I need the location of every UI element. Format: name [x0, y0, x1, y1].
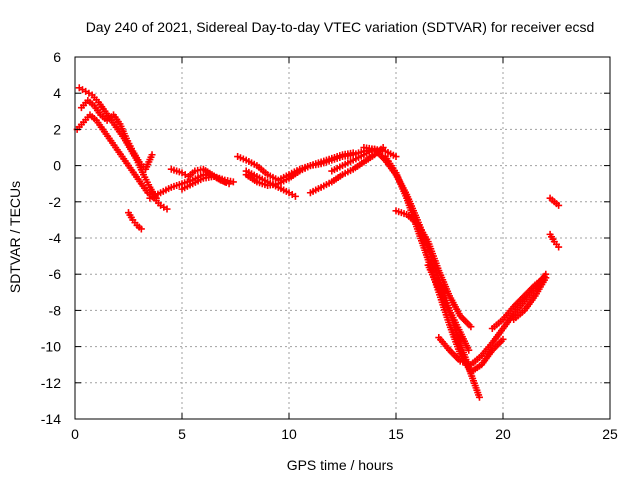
data-point — [392, 153, 400, 161]
x-tick-label: 5 — [178, 426, 186, 442]
ticks: 0 5 10 15 20 25 -14 -12 -10 -8 -6 -4 -2 0 2 4 6 — [41, 49, 618, 442]
data-points — [73, 84, 563, 401]
data-point — [221, 178, 229, 186]
y-tick-label: 0 — [53, 158, 61, 174]
x-tick-label: 10 — [281, 426, 297, 442]
y-tick-label: 4 — [53, 85, 61, 101]
y-tick-label: -12 — [41, 375, 61, 391]
data-point — [467, 323, 475, 331]
data-point — [148, 151, 156, 159]
y-axis-label: SDTVAR / TECUs — [7, 181, 23, 293]
x-axis-label: GPS time / hours — [287, 457, 394, 473]
data-point — [555, 201, 563, 209]
y-tick-label: -8 — [49, 302, 62, 318]
data-point — [291, 192, 299, 200]
data-point — [349, 149, 357, 157]
y-tick-label: -14 — [41, 411, 61, 427]
y-tick-label: -10 — [41, 339, 61, 355]
x-tick-label: 0 — [71, 426, 79, 442]
data-point — [225, 180, 233, 188]
x-tick-label: 20 — [495, 426, 511, 442]
y-tick-label: -4 — [49, 230, 62, 246]
y-tick-label: 2 — [53, 121, 61, 137]
y-tick-label: 6 — [53, 49, 61, 65]
data-point — [542, 274, 550, 282]
data-point — [475, 393, 483, 401]
data-point — [163, 205, 171, 213]
chart-title: Day 240 of 2021, Sidereal Day-to-day VTE… — [86, 19, 595, 35]
data-point — [137, 225, 145, 233]
data-point — [499, 335, 507, 343]
x-tick-label: 25 — [602, 426, 618, 442]
x-tick-label: 15 — [388, 426, 404, 442]
data-point — [229, 178, 237, 186]
grid — [75, 57, 610, 419]
y-tick-label: -6 — [49, 266, 62, 282]
data-point — [555, 243, 563, 251]
data-point — [465, 346, 473, 354]
y-tick-label: -2 — [49, 194, 62, 210]
